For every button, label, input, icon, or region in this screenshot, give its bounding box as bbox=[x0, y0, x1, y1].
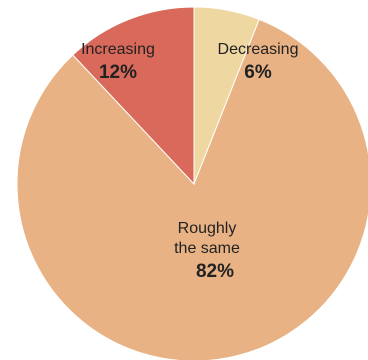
pie-slices bbox=[16, 6, 368, 360]
pie-slice-roughly-the-same bbox=[16, 18, 368, 360]
slice-value-increasing: 12% bbox=[99, 62, 137, 83]
pie-labels: Decreasing 6% Roughly the same 82% Increasing… bbox=[81, 41, 298, 282]
slice-value-roughly-the-same: 82% bbox=[196, 261, 234, 282]
pie-slice-increasing bbox=[72, 6, 195, 186]
slice-label-decreasing: Decreasing 6% bbox=[218, 41, 299, 83]
slice-label-roughly-the-same: Roughly the same 82% bbox=[174, 220, 240, 282]
slice-label-line: Increasing bbox=[81, 41, 155, 58]
slice-label-line: the same bbox=[174, 240, 240, 257]
slice-label-line: Roughly bbox=[178, 220, 237, 237]
slice-label-increasing: Increasing 12% bbox=[81, 41, 155, 83]
slice-value-decreasing: 6% bbox=[244, 62, 272, 83]
slice-label-line: Decreasing bbox=[218, 41, 299, 58]
